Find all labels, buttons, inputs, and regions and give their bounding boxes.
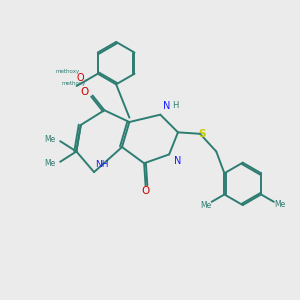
Text: O: O [80, 87, 88, 97]
Text: methoxy: methoxy [55, 69, 79, 74]
Text: Me: Me [44, 159, 56, 168]
Text: O: O [76, 73, 84, 83]
Text: N: N [174, 156, 181, 166]
Text: S: S [199, 129, 206, 139]
Text: Me: Me [201, 201, 212, 210]
Text: O: O [142, 186, 150, 196]
Text: Me: Me [274, 200, 285, 209]
Text: NH: NH [95, 160, 108, 169]
Text: N: N [163, 101, 170, 111]
Text: Me: Me [44, 135, 56, 144]
Text: H: H [172, 101, 179, 110]
Text: methoxy: methoxy [61, 81, 86, 86]
